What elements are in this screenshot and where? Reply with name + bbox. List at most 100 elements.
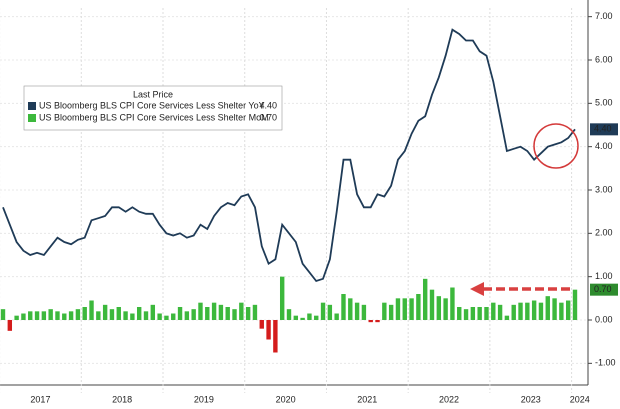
legend-title: Last Price: [133, 89, 173, 99]
bar: [150, 304, 156, 320]
bar: [565, 300, 571, 320]
bar: [48, 309, 53, 320]
y-tick-label: 7.00: [595, 11, 613, 21]
x-tick-label: 2021: [357, 394, 377, 404]
bar: [266, 320, 271, 340]
bar: [68, 311, 74, 320]
bar: [0, 309, 6, 320]
bar: [245, 307, 251, 320]
legend-label: US Bloomberg BLS CPI Core Services Less …: [39, 112, 269, 122]
bar: [171, 313, 176, 320]
bar: [314, 315, 319, 320]
bar: [136, 307, 142, 320]
bar: [395, 298, 401, 320]
bar: [21, 313, 26, 320]
bar: [75, 309, 81, 320]
bar: [436, 296, 442, 320]
bar: [491, 302, 496, 320]
bar: [531, 300, 537, 320]
bar: [327, 304, 333, 320]
bar: [422, 278, 428, 320]
bar: [28, 311, 33, 320]
bar: [225, 307, 230, 320]
bar: [164, 315, 169, 320]
bar: [55, 311, 60, 320]
bar: [572, 289, 578, 320]
bar: [252, 304, 258, 320]
bar: [102, 304, 108, 320]
bar: [259, 320, 264, 329]
last-value-tag: [590, 123, 618, 136]
last-value-tag: [590, 283, 618, 296]
bar: [525, 302, 530, 320]
bar: [198, 302, 203, 320]
bar: [518, 302, 523, 320]
bar: [239, 302, 244, 320]
bar: [157, 313, 162, 320]
highlight-circle: [533, 123, 579, 169]
x-tick-label: 2017: [30, 394, 50, 404]
bar: [470, 307, 476, 320]
bar: [511, 304, 516, 320]
bar: [348, 298, 353, 320]
bar: [320, 302, 326, 320]
bar: [545, 296, 550, 320]
bar: [205, 307, 210, 320]
bar: [382, 302, 387, 320]
bar: [109, 309, 115, 320]
bar: [123, 311, 128, 320]
legend-value: 4.40: [259, 100, 277, 110]
bar: [429, 289, 435, 320]
last-value-label: 0.70: [594, 284, 612, 294]
bar: [416, 294, 421, 320]
bar: [286, 309, 292, 320]
bar: [375, 320, 380, 323]
bar: [450, 287, 455, 320]
bar: [41, 311, 47, 320]
y-tick-label: 4.00: [595, 141, 613, 151]
bar: [62, 313, 67, 320]
bar: [232, 309, 237, 320]
bar: [334, 313, 339, 320]
y-tick-label: 3.00: [595, 184, 613, 194]
legend-box: [23, 85, 283, 131]
bar: [552, 298, 557, 320]
bar: [443, 298, 448, 320]
bar: [7, 320, 13, 331]
bar: [177, 307, 183, 320]
bar: [96, 311, 101, 320]
bar: [218, 304, 224, 320]
legend-value: 0.70: [259, 112, 277, 122]
x-tick-label: 2024: [570, 394, 590, 404]
bar: [341, 294, 346, 320]
bar: [354, 302, 360, 320]
y-tick-label: 2.00: [595, 228, 613, 238]
bar: [361, 304, 367, 320]
bar: [300, 317, 305, 320]
bar: [279, 276, 285, 320]
bar: [402, 298, 407, 320]
x-tick-label: 2018: [112, 394, 132, 404]
y-tick-label: 6.00: [595, 54, 613, 64]
bar: [477, 307, 482, 320]
bar: [184, 311, 190, 320]
bar: [143, 311, 149, 320]
arrow-head: [470, 282, 484, 296]
legend-label: US Bloomberg BLS CPI Core Services Less …: [39, 100, 265, 110]
bar: [273, 320, 278, 353]
x-tick-label: 2023: [521, 394, 541, 404]
y-tick-label: -1.00: [595, 358, 616, 368]
bar: [457, 307, 462, 320]
bar: [409, 298, 414, 320]
bar: [388, 304, 394, 320]
bar: [34, 311, 40, 320]
bar: [130, 313, 135, 320]
legend-swatch: [28, 102, 36, 110]
bar: [82, 307, 87, 320]
bar: [293, 315, 299, 320]
y-tick-label: 5.00: [595, 98, 613, 108]
bar: [116, 307, 121, 320]
bar: [538, 302, 544, 320]
last-value-label: 4.40: [594, 124, 612, 134]
